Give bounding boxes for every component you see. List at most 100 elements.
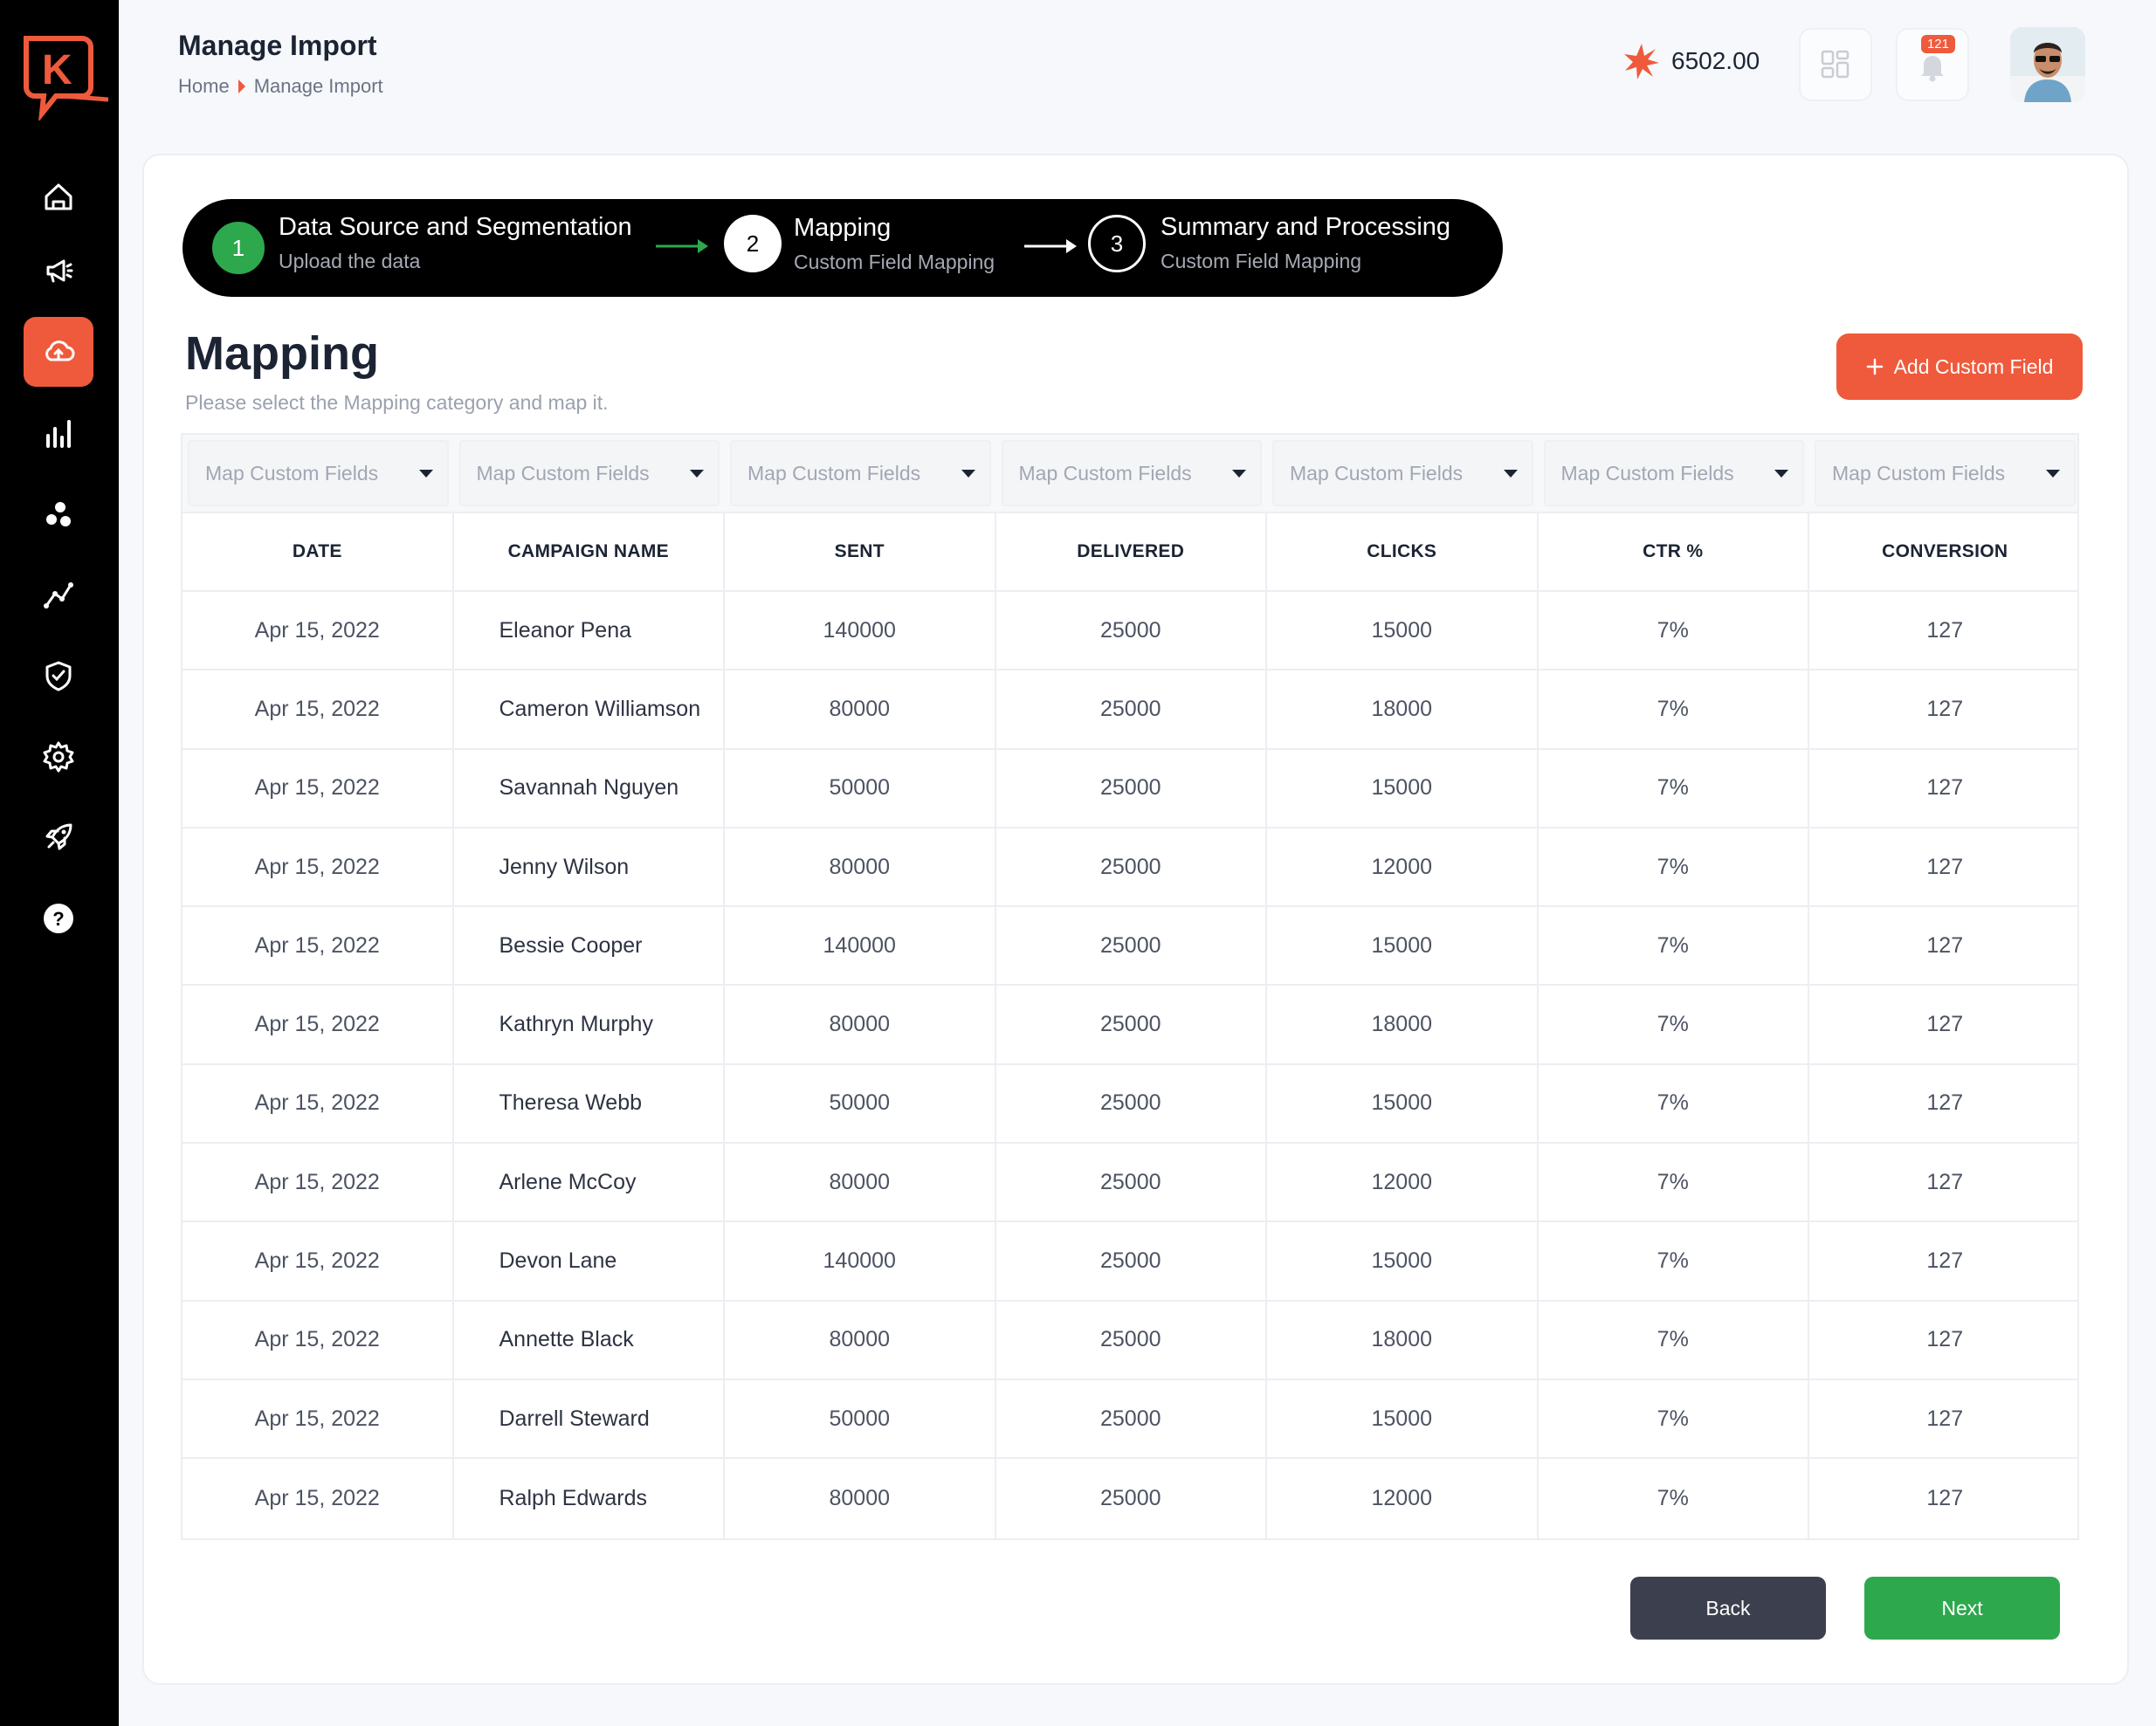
table-cell: 127 — [1926, 617, 1964, 643]
apps-button[interactable] — [1799, 28, 1872, 101]
table-cell: 18000 — [1267, 670, 1539, 748]
step-3-badge[interactable]: 3 — [1088, 215, 1146, 272]
next-button[interactable]: Next — [1864, 1577, 2060, 1640]
table-cell: 15000 — [1267, 592, 1539, 670]
brand-logo[interactable]: K — [21, 33, 112, 120]
table-row: Apr 15, 2022 Eleanor Pena 140000 25000 15000… — [183, 592, 2077, 671]
avatar[interactable] — [2010, 27, 2085, 102]
breadcrumb: Home Manage Import — [178, 75, 383, 98]
table-cell: 127 — [1926, 1327, 1964, 1352]
column-header: DATE — [183, 513, 454, 590]
notifications-button[interactable]: 121 — [1896, 28, 1969, 101]
nav-launch[interactable] — [24, 802, 93, 872]
caret-down-icon — [418, 469, 433, 478]
sidebar: K ? — [0, 0, 119, 1726]
nav-settings[interactable] — [24, 722, 93, 792]
column-header: DELIVERED — [996, 513, 1267, 590]
table-cell: Apr 15, 2022 — [183, 592, 454, 670]
mapping-select-cell: Map Custom Fields — [1267, 435, 1539, 512]
table-cell: 25000 — [996, 828, 1267, 906]
import-stepper: 1 Data Source and Segmentation Upload th… — [183, 199, 1503, 297]
table-cell: 15000 — [1267, 907, 1539, 985]
nav-reports[interactable] — [24, 399, 93, 469]
add-custom-field-button[interactable]: Add Custom Field — [1836, 334, 2083, 400]
step-2-badge[interactable]: 2 — [724, 215, 782, 272]
table-cell: 25000 — [996, 1144, 1267, 1221]
table-header-row: DATE CAMPAIGN NAME SENT DELIVERED CLICKS CTR … — [183, 513, 2077, 592]
section-subtitle: Please select the Mapping category and m… — [185, 391, 609, 414]
map-custom-field-select[interactable]: Map Custom Fields — [188, 440, 449, 506]
table-row: Apr 15, 2022 Annette Black 80000 25000 18000… — [183, 1301, 2077, 1380]
mapping-select-cell: Map Custom Fields — [1539, 435, 1810, 512]
table-cell: Apr 15, 2022 — [183, 1379, 454, 1458]
map-custom-field-select[interactable]: Map Custom Fields — [1543, 440, 1804, 506]
table-cell: Savannah Nguyen — [454, 749, 725, 827]
spark-icon — [1624, 44, 1659, 79]
map-custom-field-select[interactable]: Map Custom Fields — [1001, 440, 1262, 506]
table-cell: Jenny Wilson — [454, 828, 725, 906]
select-placeholder: Map Custom Fields — [1290, 461, 1464, 485]
table-cell: 127 — [1926, 1485, 1964, 1510]
notification-count-badge: 121 — [1920, 35, 1955, 53]
table-cell: Apr 15, 2022 — [183, 749, 454, 827]
nav-analytics[interactable] — [24, 560, 93, 630]
table-cell: Apr 15, 2022 — [183, 1064, 454, 1143]
map-custom-field-select[interactable]: Map Custom Fields — [730, 440, 991, 506]
arrow-right-icon — [1024, 239, 1077, 253]
caret-down-icon — [1774, 469, 1788, 478]
table-cell: 7% — [1539, 749, 1809, 827]
table-cell: 7% — [1539, 1144, 1809, 1221]
table-cell: Apr 15, 2022 — [183, 1222, 454, 1300]
table-row: Apr 15, 2022 Ralph Edwards 80000 25000 12000… — [183, 1459, 2077, 1538]
nav-import[interactable] — [24, 317, 93, 387]
table-cell: Annette Black — [454, 1301, 725, 1379]
nav-home[interactable] — [24, 162, 93, 231]
back-button[interactable]: Back — [1630, 1577, 1826, 1640]
user-avatar-icon — [2010, 27, 2085, 102]
mapping-select-row: Map Custom Fields Map Custom Fields Map Cu… — [183, 435, 2077, 513]
segments-icon — [46, 502, 71, 526]
table-cell: Apr 15, 2022 — [183, 1301, 454, 1379]
nav-segments[interactable] — [24, 479, 93, 549]
table-cell: 127 — [1926, 1248, 1964, 1274]
map-custom-field-select[interactable]: Map Custom Fields — [1815, 440, 2076, 506]
table-cell: 25000 — [996, 749, 1267, 827]
table-cell: 15000 — [1267, 1064, 1539, 1143]
step-1-badge[interactable]: 1 — [210, 219, 267, 277]
table-row: Apr 15, 2022 Arlene McCoy 80000 25000 12000 7… — [183, 1144, 2077, 1223]
table-cell: 25000 — [996, 1222, 1267, 1300]
table-cell: 7% — [1539, 1301, 1809, 1379]
select-placeholder: Map Custom Fields — [747, 461, 921, 485]
table-row: Apr 15, 2022 Theresa Webb 50000 25000 15000 7… — [183, 1064, 2077, 1145]
map-custom-field-select[interactable]: Map Custom Fields — [458, 440, 720, 506]
table-cell: 7% — [1539, 1459, 1809, 1538]
map-custom-field-select[interactable]: Map Custom Fields — [1272, 440, 1533, 506]
mapping-select-cell: Map Custom Fields — [183, 435, 454, 512]
trend-icon — [44, 582, 73, 609]
column-header: CONVERSION — [1882, 541, 2008, 561]
gear-icon — [43, 741, 74, 773]
table-cell: 50000 — [725, 749, 996, 827]
help-icon: ? — [44, 904, 73, 933]
table-cell: 12000 — [1267, 1144, 1539, 1221]
table-row: Apr 15, 2022 Darrell Steward 50000 25000 150… — [183, 1379, 2077, 1460]
table-cell: Eleanor Pena — [454, 592, 725, 670]
nav-campaigns[interactable] — [24, 236, 93, 306]
import-card: 1 Data Source and Segmentation Upload th… — [142, 154, 2129, 1685]
select-placeholder: Map Custom Fields — [1832, 461, 2006, 485]
nav-help[interactable]: ? — [24, 884, 93, 953]
shield-check-icon — [45, 661, 72, 691]
breadcrumb-home[interactable]: Home — [178, 75, 230, 97]
column-header: CAMPAIGN NAME — [454, 513, 725, 590]
step-1-subtitle: Upload the data — [279, 250, 421, 272]
table-cell: Darrell Steward — [454, 1379, 725, 1458]
nav-security[interactable] — [24, 641, 93, 711]
caret-down-icon — [2045, 469, 2060, 478]
table-cell: 15000 — [1267, 749, 1539, 827]
table-cell: Devon Lane — [454, 1222, 725, 1300]
svg-text:K: K — [42, 47, 72, 93]
table-cell: 127 — [1926, 1012, 1964, 1037]
table-cell: Apr 15, 2022 — [183, 907, 454, 985]
svg-text:?: ? — [52, 908, 64, 930]
table-row: Apr 15, 2022 Savannah Nguyen 50000 25000 150… — [183, 749, 2077, 829]
